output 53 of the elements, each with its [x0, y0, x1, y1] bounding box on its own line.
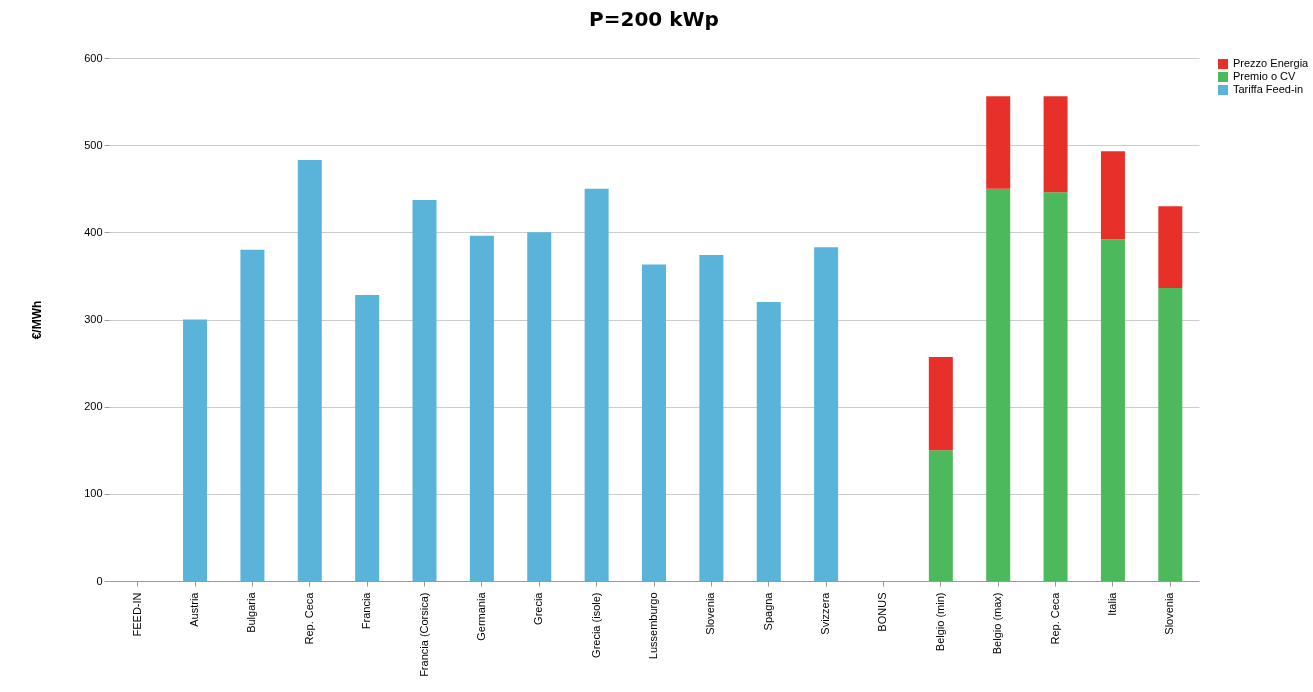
y-tick-label: 200 — [84, 400, 103, 413]
y-tick-label: 300 — [84, 313, 103, 325]
x-tick-label: Slovenia — [704, 591, 717, 635]
bar — [986, 96, 1011, 189]
x-tick-label: Belgio (min) — [933, 592, 946, 652]
bar — [699, 255, 724, 581]
x-tick-label: Grecia (isole) — [589, 592, 602, 658]
x-tick-label: Italia — [1105, 591, 1118, 616]
legend-label: Tariffa Feed-in — [1233, 83, 1304, 95]
bar — [986, 188, 1011, 581]
bar — [756, 302, 781, 581]
x-tick-label: Francia — [360, 591, 373, 630]
bar — [1158, 206, 1183, 289]
bar — [412, 200, 437, 581]
bar — [527, 232, 552, 581]
bar — [1043, 96, 1068, 193]
x-tick-label: Lussemburgo — [647, 592, 659, 660]
x-tick-label: Spagna — [761, 591, 774, 631]
legend-label: Prezzo Energia — [1233, 57, 1310, 69]
legend-label: Premio o CV — [1233, 70, 1297, 82]
x-tick-label: Grecia — [532, 591, 545, 625]
x-tick-label: Belgio (max) — [991, 592, 1004, 655]
bar — [928, 356, 953, 451]
bar — [469, 235, 494, 581]
x-tick-label: Germania — [474, 591, 487, 641]
x-tick-label: BONUS — [876, 592, 889, 632]
y-tick-label: 600 — [84, 51, 103, 64]
bar — [584, 188, 609, 581]
bar — [297, 159, 322, 581]
bar — [1100, 151, 1125, 240]
x-tick-label: Rep. Ceca — [302, 591, 315, 645]
x-tick-label: Slovenia — [1163, 591, 1176, 635]
x-tick-label: FEED-IN — [130, 592, 143, 637]
bar — [240, 249, 265, 581]
chart-title: P=200 kWp — [589, 7, 719, 31]
y-tick-label: 400 — [84, 225, 103, 238]
x-tick-label: Francia (Corsica) — [417, 592, 430, 677]
y-tick-label: 100 — [84, 487, 103, 500]
bar — [814, 247, 839, 581]
y-tick-label: 0 — [96, 574, 103, 587]
bar — [355, 295, 380, 581]
x-tick-label: Bulgaria — [245, 591, 258, 633]
x-tick-label: Austria — [188, 591, 201, 627]
bar — [928, 450, 953, 581]
bar — [1100, 239, 1125, 581]
bar — [642, 264, 666, 581]
bar — [183, 319, 208, 581]
x-tick-label: Svizzera — [819, 591, 832, 635]
bar — [1158, 288, 1183, 581]
x-tick-label: Rep. Ceca — [1048, 591, 1061, 645]
y-tick-label: 500 — [84, 138, 103, 151]
y-axis-title: €/MWh — [30, 300, 45, 340]
bar — [1043, 192, 1068, 581]
